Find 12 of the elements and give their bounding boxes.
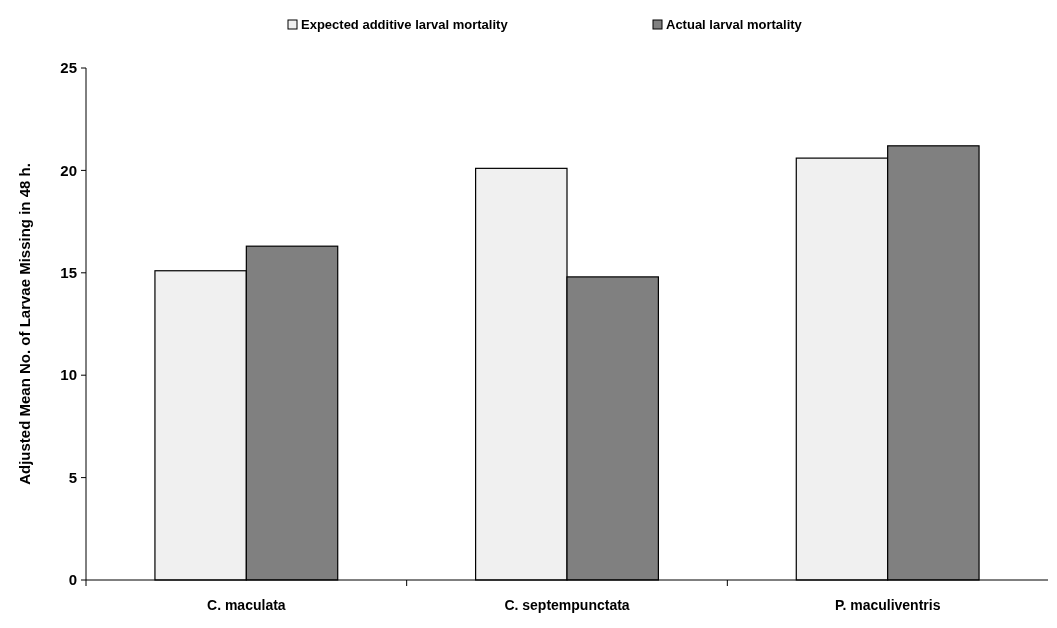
y-tick-label: 15 bbox=[60, 264, 77, 282]
y-tick-label: 10 bbox=[60, 366, 77, 384]
y-tick-label: 20 bbox=[60, 161, 77, 179]
x-tick-label: C. maculata bbox=[207, 597, 286, 613]
x-tick-label: C. septempunctata bbox=[504, 597, 630, 613]
y-axis-title: Adjusted Mean No. of Larvae Missing in 48 h. bbox=[16, 163, 33, 485]
y-tick-label: 0 bbox=[68, 571, 77, 589]
y-tick-label: 5 bbox=[68, 468, 77, 486]
legend-label: Actual larval mortality bbox=[666, 17, 803, 32]
legend-label: Expected additive larval mortality bbox=[301, 17, 509, 32]
y-tick-label: 25 bbox=[60, 59, 77, 77]
x-tick-label: P. maculiventris bbox=[834, 597, 941, 613]
